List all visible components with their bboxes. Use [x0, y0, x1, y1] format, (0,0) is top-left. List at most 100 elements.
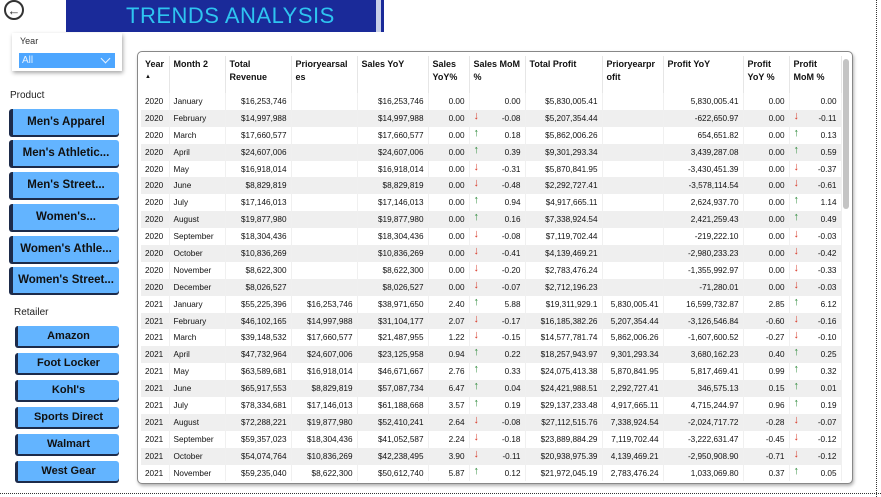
product-option[interactable]: Men's Street... [9, 172, 119, 198]
table-cell: $8,026,527 [225, 278, 292, 296]
table-row: 2020 July $17,146,013 $17,146,013 0.00 ↑ 0.94 $… [141, 194, 842, 212]
table-cell [602, 126, 664, 144]
cell-value: -0.11 [818, 113, 837, 123]
trend-up-arrow-icon: ↑ [793, 126, 800, 139]
column-header[interactable]: Sales MoM % [469, 56, 526, 93]
retailer-option[interactable]: West Gear [15, 461, 119, 481]
column-header[interactable]: Prioryearpr ofit [602, 56, 664, 93]
table-cell: $16,918,014 [225, 160, 292, 178]
retailer-option[interactable]: Foot Locker [15, 353, 119, 373]
product-option[interactable]: Men's Athletic... [9, 140, 119, 166]
trend-up-arrow-icon: ↑ [793, 346, 800, 359]
table-cell: 2020 [141, 245, 170, 262]
retailer-option[interactable]: Walmart [15, 434, 119, 454]
table-row: 2020 January $16,253,746 $16,253,746 0.00 0.0… [141, 93, 842, 110]
table-cell: ↓ -0.07 [469, 278, 526, 296]
table-scrollbar[interactable] [843, 57, 849, 477]
table-cell: 0.00 [428, 261, 470, 279]
table-row: 2020 November $8,622,300 $8,622,300 0.00 ↓ -0.… [141, 261, 842, 279]
table-cell [602, 228, 664, 246]
column-header[interactable]: Total Profit [525, 56, 603, 93]
table-cell: $16,253,746 [291, 295, 358, 313]
table-cell: 0.00 [743, 93, 790, 110]
table-cell: 0.00 [428, 278, 470, 296]
table-cell: $31,104,177 [357, 312, 429, 330]
product-option[interactable]: Men's Apparel [9, 109, 119, 135]
table-cell: $23,889,884.29 [525, 430, 603, 448]
table-cell: May [169, 160, 226, 178]
table-cell: ↑ 1.14 [789, 194, 842, 212]
table-cell: ↓ -0.11 [469, 447, 526, 465]
table-cell: -0.71 [743, 447, 790, 465]
table-cell: $8,622,300 [225, 261, 292, 279]
trend-down-arrow-icon: ↓ [473, 329, 480, 342]
column-header[interactable]: Total Revenue [225, 56, 292, 93]
column-header[interactable]: Sales YoY% [428, 56, 470, 93]
table-cell: -3,126,546.84 [663, 312, 744, 330]
cell-value: 1.14 [820, 198, 837, 208]
table-cell: ↓ -0.03 [789, 228, 842, 246]
table-cell [602, 93, 664, 110]
table-cell: 0.00 [428, 228, 470, 246]
table-cell: $16,918,014 [357, 160, 429, 178]
table-cell: 2,783,476.24 [602, 464, 664, 482]
table-cell: $29,137,233.48 [525, 397, 603, 414]
retailer-option[interactable]: Sports Direct [15, 407, 119, 427]
table-cell: $78,334,681 [225, 397, 292, 414]
scrollbar-thumb[interactable] [843, 59, 849, 209]
cell-value: -0.48 [501, 181, 521, 191]
table-cell: 0.00 [428, 126, 470, 144]
table-cell: $17,660,577 [357, 126, 429, 144]
column-header-label: Total Revenue [229, 59, 268, 82]
column-header[interactable]: Year ▲ [141, 56, 170, 93]
table-cell: -71,280.01 [663, 278, 744, 296]
retailer-option[interactable]: Amazon [15, 326, 119, 346]
table-cell: ↓ -0.41 [469, 245, 526, 262]
column-header[interactable]: Prioryearsal es [291, 56, 358, 93]
table-cell: 3,439,287.08 [663, 143, 744, 161]
table-cell: $7,338,924.54 [525, 211, 603, 229]
table-cell: 2021 [141, 346, 170, 364]
trend-up-arrow-icon: ↑ [473, 126, 480, 139]
table-cell: 5,830,005.41 [663, 93, 744, 110]
cell-value: 0.16 [504, 215, 521, 225]
year-dropdown[interactable]: All [19, 53, 115, 68]
trend-down-arrow-icon: ↓ [793, 329, 800, 342]
trends-table: Year ▲ Month 2 Total Revenue Prioryearsal es… [141, 56, 842, 482]
back-arrow-icon[interactable]: ← [4, 0, 24, 20]
column-header[interactable]: Profit YoY % [743, 56, 790, 93]
table-cell: 0.99 [743, 363, 790, 381]
table-cell: ↓ -0.42 [789, 245, 842, 262]
cell-value: 0.59 [820, 147, 837, 157]
table-cell: $47,732,964 [225, 346, 292, 364]
table-cell: 2020 [141, 177, 170, 195]
product-option[interactable]: Women's... [9, 204, 119, 230]
table-cell: 2.85 [743, 295, 790, 313]
table-cell: 2021 [141, 380, 170, 398]
table-cell: 0.00 [789, 93, 842, 110]
table-cell: 1,033,069.80 [663, 464, 744, 482]
trend-down-arrow-icon: ↓ [473, 430, 480, 443]
column-header[interactable]: Month 2 [169, 56, 226, 93]
table-cell: ↑ 0.39 [469, 143, 526, 161]
table-cell: $24,421,988.51 [525, 380, 603, 398]
trend-up-arrow-icon: ↑ [473, 380, 480, 393]
retailer-option[interactable]: Kohl's [15, 380, 119, 400]
product-option[interactable]: Women's Street... [9, 267, 119, 293]
table-cell: 2.64 [428, 413, 470, 431]
column-header[interactable]: Sales YoY [357, 56, 429, 93]
column-header[interactable]: Profit YoY [663, 56, 744, 93]
trend-down-arrow-icon: ↓ [793, 413, 800, 426]
table-cell: 5,830,005.41 [602, 295, 664, 313]
table-cell: $7,119,702.44 [525, 228, 603, 246]
cell-value: 0.32 [820, 367, 837, 377]
product-option[interactable]: Women's Athle... [9, 236, 119, 262]
table-cell: 6.47 [428, 380, 470, 398]
table-cell: $57,087,734 [357, 380, 429, 398]
column-header[interactable]: Profit MoM % [789, 56, 842, 93]
cell-value: -0.33 [817, 265, 837, 275]
table-cell: 2021 [141, 295, 170, 313]
table-cell: -622,650.97 [663, 109, 744, 127]
column-header-label: Sales MoM % [473, 59, 521, 82]
table-cell: 0.00 [743, 143, 790, 161]
